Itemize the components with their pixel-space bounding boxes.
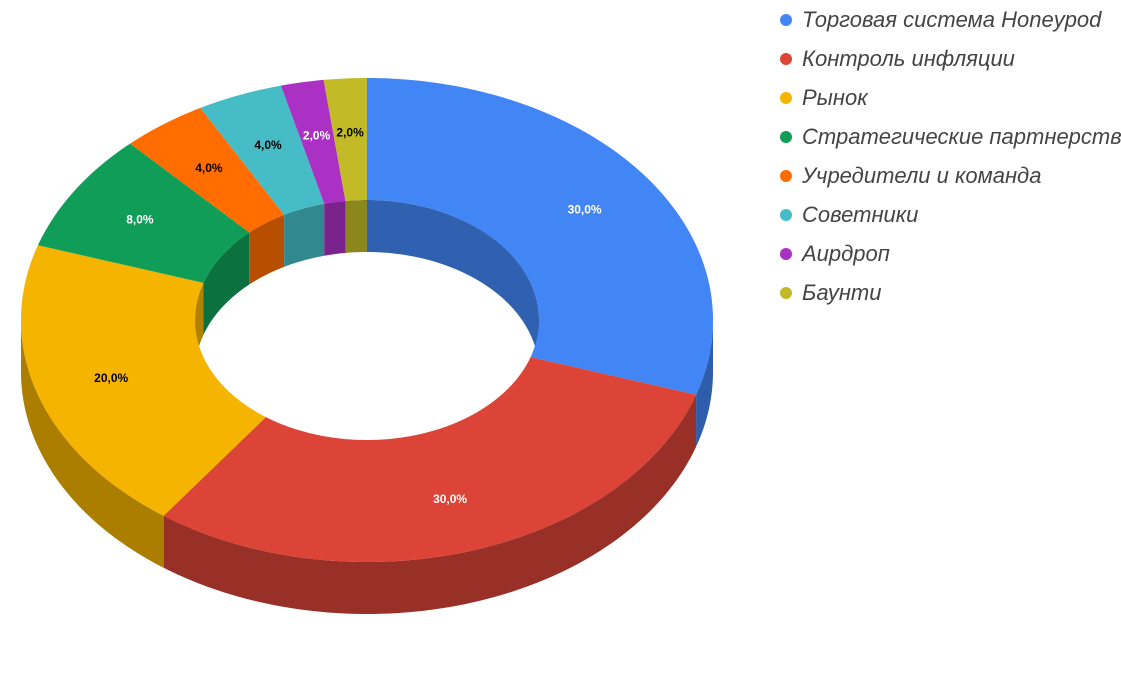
slice-label-6: 4,0%	[254, 138, 282, 152]
donut-top-faces	[21, 78, 713, 562]
legend-swatch-4	[780, 130, 792, 143]
slice-inner-wall-4	[203, 232, 250, 335]
legend-item-5: Учредители и команда	[780, 156, 1120, 195]
slice-inner-wall-8	[345, 200, 367, 253]
slice-6[interactable]	[200, 85, 325, 215]
slice-label-1: 30,0%	[568, 203, 602, 217]
legend-label-1: Торговая система Honeypod	[802, 6, 1102, 32]
legend-swatch-3	[780, 91, 792, 104]
legend-item-2: Контроль инфляции	[780, 39, 1120, 78]
legend-item-6: Советники	[780, 195, 1120, 234]
slice-4[interactable]	[37, 143, 250, 283]
legend-swatch-6	[780, 208, 792, 221]
slice-inner-wall-6	[284, 203, 325, 267]
legend-item-3: Рынок	[780, 78, 1120, 117]
slice-2[interactable]	[163, 357, 697, 562]
legend-swatch-7	[780, 247, 792, 260]
slice-labels: 30,0% 30,0% 20,0% 8,0% 4,0% 4,0% 2,0% 2,0%	[94, 125, 602, 505]
legend-item-8: Баунти	[780, 273, 1120, 312]
legend-label-4: Стратегические партнерства	[802, 123, 1121, 149]
legend-label-6: Советники	[802, 201, 919, 227]
slice-inner-wall-5	[249, 214, 285, 285]
legend-swatch-2	[780, 52, 792, 65]
slice-label-2: 30,0%	[433, 492, 467, 506]
slice-side-3	[21, 320, 164, 568]
legend-item-4: Стратегические партнерства	[780, 117, 1121, 156]
slice-label-8: 2,0%	[336, 125, 364, 139]
legend-swatch-1	[780, 13, 792, 26]
legend-swatch-8	[780, 286, 792, 299]
slice-side-2	[163, 394, 697, 614]
legend-label-7: Аирдроп	[802, 240, 890, 266]
legend-swatch-5	[780, 169, 792, 182]
legend-label-3: Рынок	[802, 84, 868, 110]
slice-side-1	[696, 320, 713, 447]
slice-8[interactable]	[323, 78, 367, 201]
slice-7[interactable]	[280, 79, 346, 204]
slice-label-5: 4,0%	[195, 161, 223, 175]
slice-label-7: 2,0%	[303, 128, 331, 142]
slice-label-4: 8,0%	[126, 212, 154, 226]
legend-item-7: Аирдроп	[780, 234, 1120, 273]
legend-item-1: Торговая система Honeypod	[780, 0, 1120, 39]
chart-legend: Торговая система Honeypod Контроль инфляц…	[780, 0, 1121, 312]
legend-label-8: Баунти	[802, 279, 882, 305]
legend-label-5: Учредители и команда	[802, 162, 1042, 188]
slice-3[interactable]	[21, 245, 266, 516]
slice-5[interactable]	[130, 107, 285, 233]
legend-label-2: Контроль инфляции	[802, 45, 1015, 71]
slice-inner-wall-1	[367, 200, 539, 372]
donut-inner-walls	[195, 200, 539, 372]
donut-side-walls	[21, 320, 713, 614]
slice-inner-wall-7	[324, 200, 346, 256]
slice-1[interactable]	[367, 78, 713, 395]
slice-label-3: 20,0%	[94, 371, 128, 385]
